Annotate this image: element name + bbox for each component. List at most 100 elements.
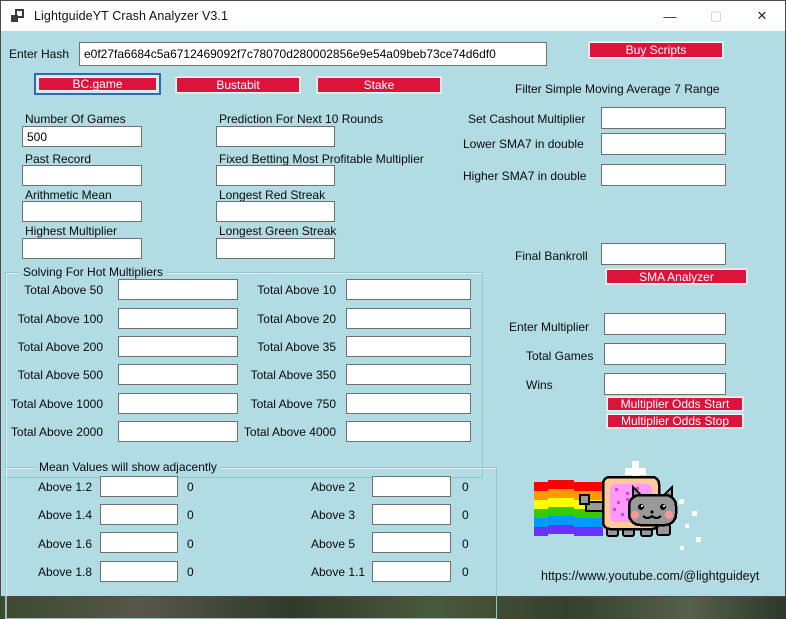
past-record-label: Past Record xyxy=(25,152,92,166)
number-of-games-label: Number Of Games xyxy=(25,112,126,126)
total-games-input[interactable] xyxy=(604,343,726,365)
above-result: 0 xyxy=(462,537,469,551)
hot-multipliers-title: Solving For Hot Multipliers xyxy=(19,265,168,279)
mean-values-title: Mean Values will show adjacently xyxy=(35,460,221,474)
total-above-label: Total Above 20 xyxy=(257,312,336,326)
window-title: LightguideYT Crash Analyzer V3.1 xyxy=(34,9,229,23)
above-2-input[interactable] xyxy=(372,476,451,497)
longest-green-streak-input[interactable] xyxy=(216,238,335,259)
client-area: Enter Hash Buy Scripts BC.game Bustabit … xyxy=(1,31,785,619)
total-games-label: Total Games xyxy=(526,349,594,363)
total-above-label: Total Above 200 xyxy=(17,340,103,354)
above-3-input[interactable] xyxy=(372,504,451,525)
above-label: Above 2 xyxy=(311,480,356,494)
above-label: Above 5 xyxy=(311,537,356,551)
lower-sma7-input[interactable] xyxy=(601,133,726,155)
above-label: Above 3 xyxy=(311,508,356,522)
total-above-label: Total Above 500 xyxy=(17,368,103,382)
number-of-games-input[interactable] xyxy=(22,126,142,147)
above-result: 0 xyxy=(462,480,469,494)
multiplier-odds-start-button[interactable]: Multiplier Odds Start xyxy=(606,396,744,412)
sma-analyzer-button[interactable]: SMA Analyzer xyxy=(605,268,748,285)
bustabit-button[interactable]: Bustabit xyxy=(175,76,301,94)
total-above-label: Total Above 35 xyxy=(257,340,336,354)
above-result: 0 xyxy=(187,508,194,522)
above-1-4-input[interactable] xyxy=(100,504,178,525)
close-button[interactable]: ✕ xyxy=(756,8,768,23)
longest-red-streak-input[interactable] xyxy=(216,201,335,222)
multiplier-odds-stop-button[interactable]: Multiplier Odds Stop xyxy=(606,413,744,429)
total-above-label: Total Above 4000 xyxy=(243,425,336,439)
titlebar: LightguideYT Crash Analyzer V3.1 — ▢ ✕ xyxy=(1,1,785,31)
above-label: Above 1.2 xyxy=(38,480,93,494)
total-above-label: Total Above 100 xyxy=(17,312,103,326)
total-above-1000-input[interactable] xyxy=(118,393,238,414)
total-above-label: Total Above 350 xyxy=(250,368,336,382)
total-above-20-input[interactable] xyxy=(346,308,471,329)
highest-multiplier-label: Highest Multiplier xyxy=(25,224,118,238)
fixed-betting-label: Fixed Betting Most Profitable Multiplier xyxy=(219,152,424,166)
total-above-35-input[interactable] xyxy=(346,336,471,357)
lower-sma7-label: Lower SMA7 in double xyxy=(463,137,584,151)
above-1-8-input[interactable] xyxy=(100,561,178,582)
channel-url-text: https://www.youtube.com/@lightguideyt xyxy=(541,569,760,583)
total-above-label: Total Above 10 xyxy=(257,283,336,297)
total-above-350-input[interactable] xyxy=(346,364,471,385)
fixed-betting-input[interactable] xyxy=(216,165,335,186)
longest-red-streak-label: Longest Red Streak xyxy=(219,188,326,202)
higher-sma7-label: Higher SMA7 in double xyxy=(463,169,587,183)
total-above-500-input[interactable] xyxy=(118,364,238,385)
wins-label: Wins xyxy=(526,378,553,392)
above-result: 0 xyxy=(187,565,194,579)
above-label: Above 1.4 xyxy=(38,508,93,522)
stake-button[interactable]: Stake xyxy=(316,76,442,94)
hot-multipliers-groupbox xyxy=(5,272,483,478)
wins-input[interactable] xyxy=(604,373,726,395)
past-record-input[interactable] xyxy=(22,165,142,186)
buy-scripts-button[interactable]: Buy Scripts xyxy=(588,41,724,59)
above-5-input[interactable] xyxy=(372,532,451,553)
higher-sma7-input[interactable] xyxy=(601,164,726,186)
app-icon xyxy=(10,8,26,24)
above-label: Above 1.8 xyxy=(38,565,93,579)
total-above-4000-input[interactable] xyxy=(346,421,471,442)
above-result: 0 xyxy=(462,565,469,579)
enter-multiplier-input[interactable] xyxy=(604,313,726,335)
above-1-6-input[interactable] xyxy=(100,532,178,553)
total-above-label: Total Above 50 xyxy=(24,283,103,297)
final-bankroll-label: Final Bankroll xyxy=(515,249,588,263)
total-above-label: Total Above 750 xyxy=(250,397,336,411)
final-bankroll-input[interactable] xyxy=(601,243,726,265)
above-1-2-input[interactable] xyxy=(100,476,178,497)
total-above-200-input[interactable] xyxy=(118,336,238,357)
maximize-button: ▢ xyxy=(709,8,723,23)
total-above-100-input[interactable] xyxy=(118,308,238,329)
set-cashout-input[interactable] xyxy=(601,107,726,129)
above-result: 0 xyxy=(462,508,469,522)
nyan-cat-image xyxy=(534,461,701,550)
above-1-1-input[interactable] xyxy=(372,561,451,582)
highest-multiplier-input[interactable] xyxy=(22,238,142,259)
bcgame-button-focus: BC.game xyxy=(34,73,161,95)
total-above-750-input[interactable] xyxy=(346,393,471,414)
arithmetic-mean-label: Arithmetic Mean xyxy=(25,188,112,202)
prediction-input[interactable] xyxy=(216,126,335,147)
total-above-label: Total Above 1000 xyxy=(10,397,103,411)
prediction-label: Prediction For Next 10 Rounds xyxy=(219,112,384,126)
above-result: 0 xyxy=(187,480,194,494)
bcgame-button[interactable]: BC.game xyxy=(37,76,158,92)
hash-input[interactable] xyxy=(79,42,547,66)
total-above-10-input[interactable] xyxy=(346,279,471,300)
above-label: Above 1.1 xyxy=(311,565,366,579)
enter-hash-label: Enter Hash xyxy=(9,47,70,61)
enter-multiplier-label: Enter Multiplier xyxy=(509,320,590,334)
minimize-button[interactable]: — xyxy=(663,8,677,24)
filter-sma-title: Filter Simple Moving Average 7 Range xyxy=(515,82,720,96)
total-above-2000-input[interactable] xyxy=(118,421,238,442)
total-above-label: Total Above 2000 xyxy=(10,425,103,439)
set-cashout-label: Set Cashout Multiplier xyxy=(468,112,586,126)
total-above-50-input[interactable] xyxy=(118,279,238,300)
arithmetic-mean-input[interactable] xyxy=(22,201,142,222)
above-label: Above 1.6 xyxy=(38,537,93,551)
